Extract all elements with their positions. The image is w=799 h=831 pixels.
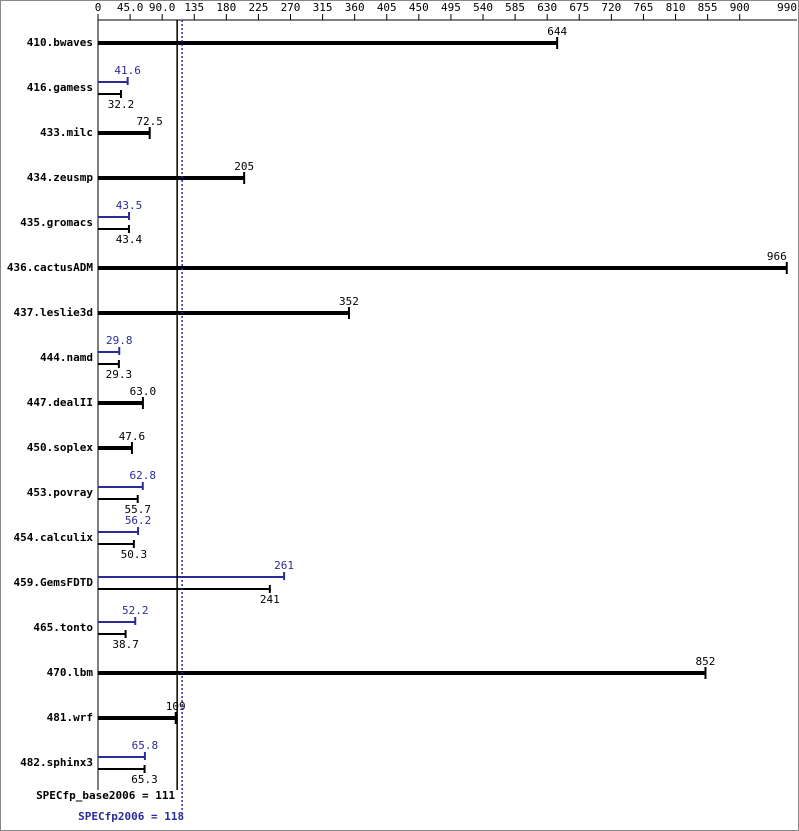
x-tick-label: 585 [505, 1, 525, 14]
base-bar [98, 363, 119, 365]
peak-value-label: 29.8 [106, 334, 133, 347]
base-bar [98, 131, 150, 135]
x-tick-label: 45.0 [117, 1, 144, 14]
reference-label: SPECfp_base2006 = 111 [36, 789, 175, 802]
peak-value-label: 52.2 [122, 604, 149, 617]
base-bar [98, 671, 706, 675]
category-label: 447.dealII [27, 396, 93, 409]
base-bar [98, 633, 126, 635]
base-bar [98, 768, 145, 770]
base-bar [98, 498, 138, 500]
category-label: 450.soplex [27, 441, 94, 454]
category-label: 437.leslie3d [14, 306, 93, 319]
peak-value-label: 56.2 [125, 514, 152, 527]
peak-value-label: 65.8 [132, 739, 159, 752]
peak-bar [98, 756, 145, 758]
x-tick-label: 180 [216, 1, 236, 14]
category-label: 453.povray [27, 486, 94, 499]
base-bar [98, 176, 245, 180]
category-label: 482.sphinx3 [20, 756, 93, 769]
base-value-label: 644 [547, 25, 567, 38]
base-bar [98, 543, 134, 545]
base-value-label: 29.3 [106, 368, 133, 381]
category-label: 481.wrf [47, 711, 93, 724]
base-value-label: 38.7 [112, 638, 139, 651]
x-tick-label: 810 [666, 1, 686, 14]
base-bar [98, 93, 121, 95]
base-bar [98, 446, 132, 450]
peak-value-label: 43.5 [116, 199, 143, 212]
category-label: 410.bwaves [27, 36, 93, 49]
x-tick-label: 135 [184, 1, 204, 14]
category-label: 435.gromacs [20, 216, 93, 229]
x-tick-label: 495 [441, 1, 461, 14]
base-bar [98, 588, 270, 590]
x-tick-label: 450 [409, 1, 429, 14]
peak-bar [98, 351, 120, 353]
x-tick-label: 900 [730, 1, 750, 14]
base-bar [98, 401, 143, 405]
x-tick-label: 90.0 [149, 1, 176, 14]
base-value-label: 55.7 [124, 503, 151, 516]
x-tick-label: 315 [313, 1, 333, 14]
base-value-label: 63.0 [130, 385, 157, 398]
base-value-label: 65.3 [131, 773, 158, 786]
x-tick-label: 405 [377, 1, 397, 14]
x-tick-label: 630 [537, 1, 557, 14]
base-value-label: 109 [166, 700, 186, 713]
peak-bar [98, 216, 130, 218]
base-value-label: 352 [339, 295, 359, 308]
base-value-label: 241 [260, 593, 280, 606]
x-tick-label: 0 [95, 1, 102, 14]
peak-value-label: 62.8 [130, 469, 157, 482]
peak-bar [98, 576, 285, 578]
category-label: 416.gamess [27, 81, 93, 94]
base-value-label: 32.2 [108, 98, 135, 111]
base-value-label: 205 [234, 160, 254, 173]
peak-bar [98, 486, 143, 488]
x-tick-label: 270 [281, 1, 301, 14]
base-bar [98, 311, 349, 315]
x-tick-label: 360 [345, 1, 365, 14]
peak-value-label: 261 [274, 559, 294, 572]
category-label: 434.zeusmp [27, 171, 94, 184]
base-value-label: 43.4 [116, 233, 143, 246]
base-value-label: 72.5 [136, 115, 163, 128]
category-label: 433.milc [40, 126, 93, 139]
peak-bar [98, 81, 128, 83]
category-label: 444.namd [40, 351, 93, 364]
x-tick-label: 990 [777, 1, 797, 14]
x-tick-label: 855 [698, 1, 718, 14]
peak-bar [98, 621, 136, 623]
base-bar [98, 266, 787, 270]
peak-bar [98, 531, 139, 533]
category-label: 454.calculix [14, 531, 94, 544]
category-label: 459.GemsFDTD [14, 576, 94, 589]
base-bar [98, 228, 129, 230]
x-tick-label: 540 [473, 1, 493, 14]
x-tick-label: 720 [601, 1, 621, 14]
base-value-label: 50.3 [121, 548, 148, 561]
category-label: 465.tonto [33, 621, 93, 634]
peak-value-label: 41.6 [114, 64, 141, 77]
x-tick-label: 225 [248, 1, 268, 14]
x-tick-label: 675 [569, 1, 589, 14]
base-value-label: 966 [767, 250, 787, 263]
base-value-label: 852 [696, 655, 716, 668]
category-label: 436.cactusADM [7, 261, 93, 274]
category-label: 470.lbm [47, 666, 94, 679]
reference-label: SPECfp2006 = 118 [78, 810, 184, 823]
x-tick-label: 765 [634, 1, 654, 14]
base-value-label: 47.6 [119, 430, 146, 443]
base-bar [98, 41, 558, 45]
base-bar [98, 716, 176, 720]
